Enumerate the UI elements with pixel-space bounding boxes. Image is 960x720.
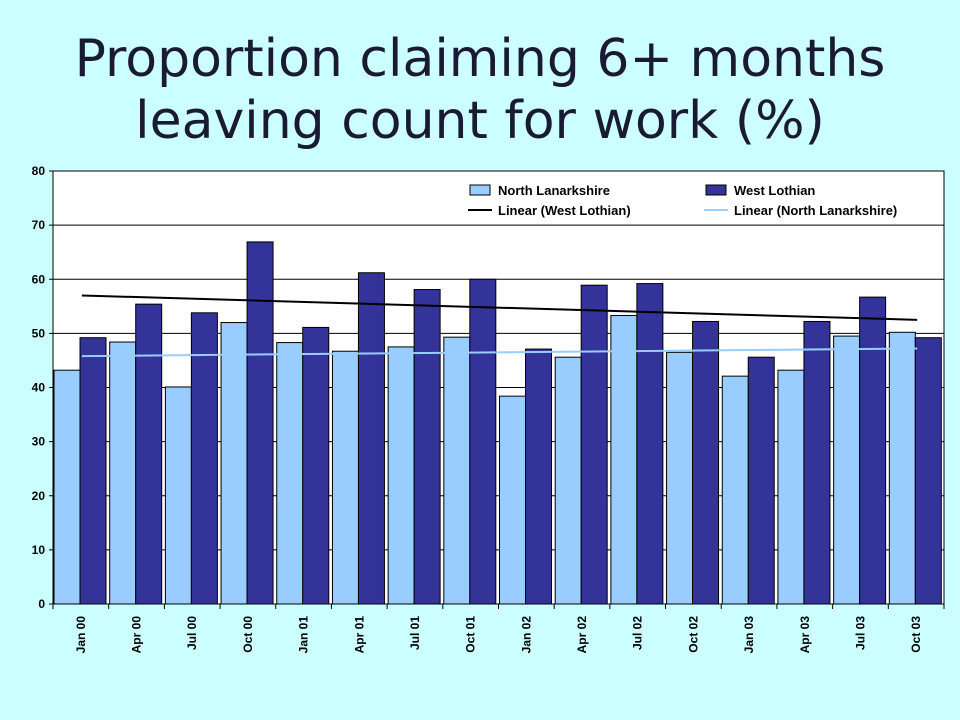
- x-tick-label: Jul 02: [631, 616, 645, 650]
- bar-west-lothian: [803, 320, 831, 605]
- trendline-linear-north-lanarkshire-: [81, 347, 918, 358]
- bar-west-lothian: [636, 283, 664, 605]
- bar-west-lothian: [747, 356, 775, 605]
- x-tick-label: Oct 01: [464, 616, 478, 653]
- bar-north-lanarkshire: [53, 369, 81, 605]
- x-tick-label: Jul 03: [853, 616, 867, 650]
- bar-west-lothian: [190, 312, 218, 605]
- bar-west-lothian: [79, 337, 107, 605]
- bar-north-lanarkshire: [777, 369, 805, 605]
- bar-north-lanarkshire: [387, 346, 415, 605]
- y-tick-label: 80: [32, 164, 46, 178]
- bar-west-lothian: [692, 320, 720, 605]
- trendline-linear-west-lothian-: [81, 294, 918, 321]
- plot-border: [52, 170, 945, 605]
- title-line-2: leaving count for work (%): [135, 91, 825, 151]
- x-tick-label: Jul 00: [185, 616, 199, 650]
- y-tick-label: 30: [32, 435, 46, 449]
- bar-west-lothian: [302, 326, 330, 605]
- legend-label: Linear (West Lothian): [498, 203, 631, 218]
- x-tick-label: Apr 00: [130, 616, 144, 654]
- bar-north-lanarkshire: [164, 386, 192, 605]
- bar-west-lothian: [413, 289, 441, 605]
- bar-west-lothian: [469, 278, 497, 605]
- x-tick-label: Jul 01: [408, 616, 422, 650]
- bar-north-lanarkshire: [220, 322, 248, 605]
- x-tick-label: Jan 02: [519, 616, 533, 654]
- legend-label: West Lothian: [734, 183, 815, 198]
- y-tick-label: 20: [32, 489, 46, 503]
- x-tick-label: Apr 03: [798, 616, 812, 654]
- legend-label: Linear (North Lanarkshire): [734, 203, 897, 218]
- bar-north-lanarkshire: [610, 315, 638, 605]
- bar-west-lothian: [914, 337, 942, 605]
- bar-north-lanarkshire: [833, 335, 861, 605]
- x-tick-label: Jan 01: [297, 616, 311, 654]
- bar-north-lanarkshire: [721, 375, 749, 605]
- bar-west-lothian: [580, 284, 608, 605]
- x-tick-label: Oct 00: [241, 616, 255, 653]
- x-tick-label: Jan 00: [74, 616, 88, 654]
- x-tick-label: Apr 02: [575, 616, 589, 654]
- bar-north-lanarkshire: [888, 331, 916, 605]
- bar-west-lothian: [357, 272, 385, 605]
- title-line-1: Proportion claiming 6+ months: [74, 29, 886, 89]
- bar-west-lothian: [859, 296, 887, 605]
- y-tick-label: 0: [38, 597, 45, 611]
- bar-north-lanarkshire: [554, 356, 582, 605]
- y-tick-label: 10: [32, 543, 46, 557]
- y-tick-label: 50: [32, 326, 46, 340]
- x-tick-label: Apr 01: [352, 616, 366, 654]
- bar-north-lanarkshire: [276, 342, 304, 605]
- y-tick-label: 70: [32, 218, 46, 232]
- y-tick-label: 40: [32, 381, 46, 395]
- y-tick-label: 60: [32, 272, 46, 286]
- chart-title: Proportion claiming 6+ months leaving co…: [0, 28, 960, 152]
- bar-north-lanarkshire: [499, 395, 526, 605]
- bar-north-lanarkshire: [443, 336, 471, 605]
- legend-swatch: [705, 184, 727, 196]
- x-tick-label: Oct 02: [686, 616, 700, 653]
- legend-swatch: [469, 184, 491, 196]
- bar-north-lanarkshire: [109, 341, 137, 605]
- x-tick-label: Oct 03: [909, 616, 923, 653]
- bar-west-lothian: [246, 241, 274, 605]
- bar-north-lanarkshire: [666, 351, 694, 605]
- legend-label: North Lanarkshire: [498, 183, 610, 198]
- bar-north-lanarkshire: [331, 350, 359, 605]
- bar-west-lothian: [135, 303, 163, 605]
- x-tick-label: Jan 03: [742, 616, 756, 654]
- bar-west-lothian: [525, 348, 552, 605]
